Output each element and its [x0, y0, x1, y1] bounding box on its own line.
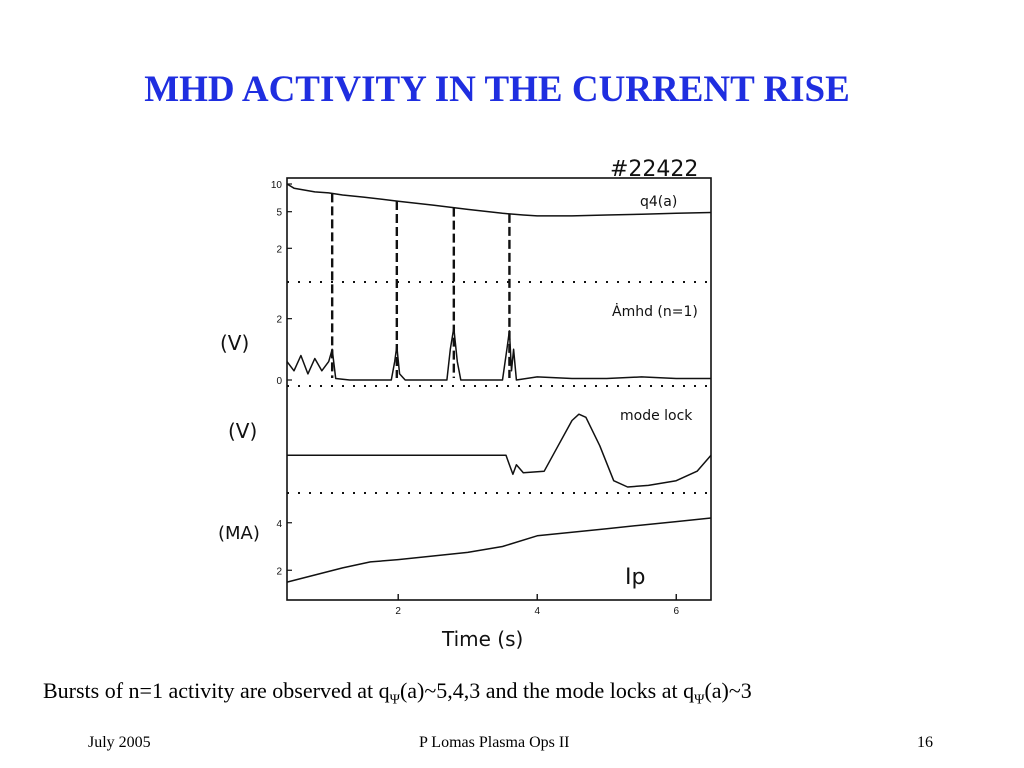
y-tick-label: 10: [271, 180, 283, 191]
series-line-q: [286, 183, 712, 217]
caption: Bursts of n=1 activity are observed at q…: [43, 676, 943, 715]
x-tick-label: 4: [534, 606, 540, 617]
caption-text-2: (a)~5,4,3 and the mode locks at q: [399, 678, 695, 703]
amhd-unit-label: (V): [220, 331, 249, 355]
ip-unit-label: (MA): [218, 523, 260, 544]
chart-frame: [286, 177, 712, 601]
caption-text-3: (a)~3: [704, 678, 752, 703]
y-tick-label: 2: [276, 566, 282, 577]
modelock-series-label: mode lock: [620, 408, 693, 424]
caption-sub-1: Ψ: [389, 692, 400, 708]
footer-date: July 2005: [88, 734, 151, 751]
x-axis-ticks: 2 4 6: [395, 594, 679, 617]
caption-sub-2: Ψ: [694, 692, 705, 708]
chart-gridlines: [287, 281, 711, 494]
y-tick-label: 0: [276, 376, 282, 387]
x-axis-label: Time (s): [441, 627, 523, 651]
mhd-chart: 2 4 6 10 5 2 2 0 4 2 #22422 q4(a) Ȧmhd (n=1) (V)…: [218, 157, 712, 651]
amhd-series-label: Ȧmhd (n=1): [612, 302, 698, 320]
plot-border: [286, 177, 712, 601]
series-line-modelock: [287, 413, 712, 488]
y-axis-ticks: 10 5 2 2 0 4 2: [271, 180, 292, 577]
y-tick-label: 2: [276, 315, 282, 326]
q-series-label: q4(a): [640, 194, 677, 210]
x-tick-label: 2: [395, 606, 401, 617]
footer-page-number: 16: [917, 734, 933, 751]
chart-series: [286, 183, 712, 583]
mhd-burst-markers: [330, 193, 511, 378]
y-tick-label: 5: [276, 208, 282, 219]
shot-number-label: #22422: [610, 157, 698, 182]
series-line-ip: [286, 517, 712, 583]
y-tick-label: 4: [276, 519, 282, 530]
y-tick-label: 2: [276, 244, 282, 255]
x-tick-label: 6: [673, 606, 679, 617]
footer-center: P Lomas Plasma Ops II: [419, 734, 570, 751]
slide-title: MHD ACTIVITY IN THE CURRENT RISE: [144, 69, 850, 110]
series-line-amhd: [286, 327, 711, 381]
ip-series-label: Ip: [625, 565, 645, 590]
modelock-unit-label: (V): [228, 419, 257, 443]
caption-text-1: Bursts of n=1 activity are observed at q: [43, 678, 390, 703]
